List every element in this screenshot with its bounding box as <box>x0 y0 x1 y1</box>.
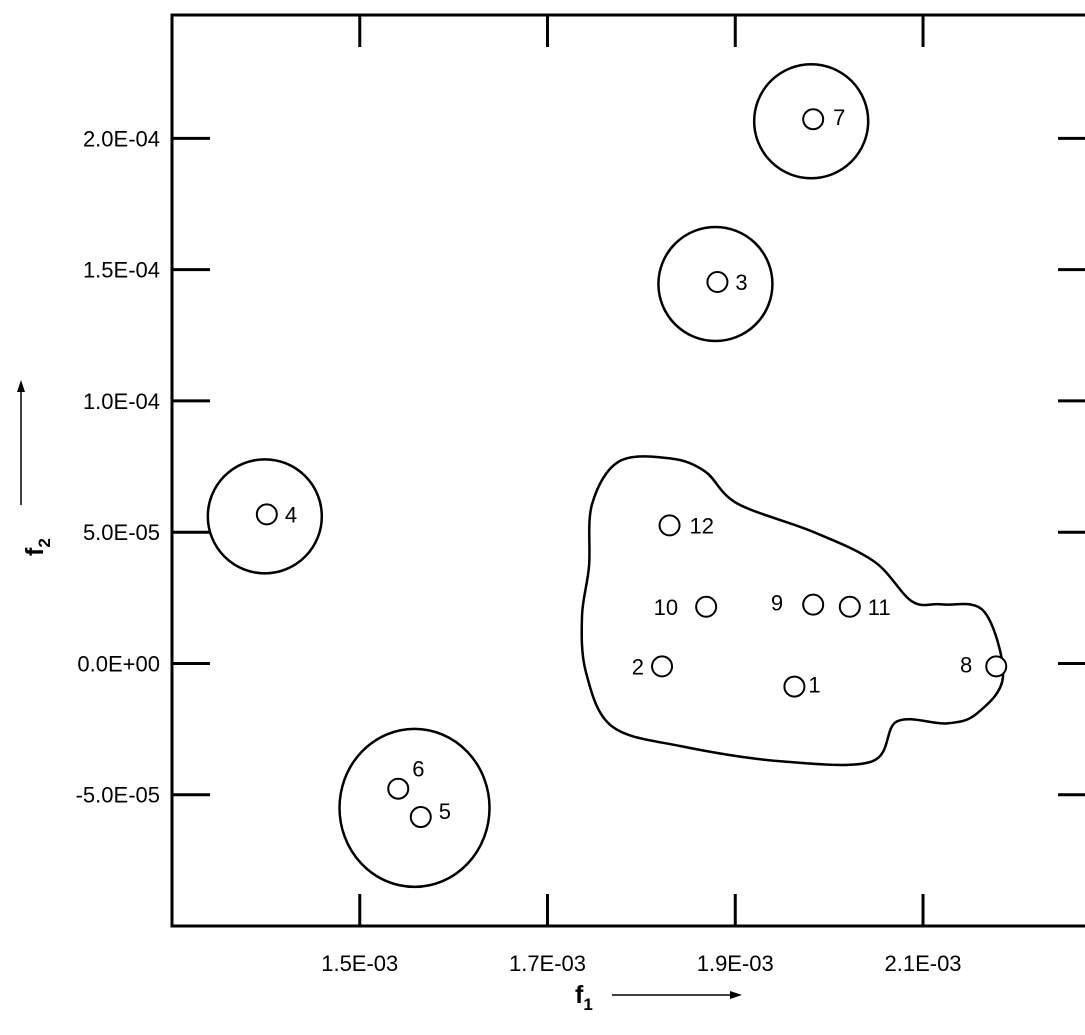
x-tick-label: 2.1E-03 <box>884 951 961 976</box>
x-axis-title-letter: f <box>575 981 584 1009</box>
axis-ticks: 1.5E-03 1.7E-03 1.9E-03 2.1E-03 -5.0E-05 0.0E… <box>76 15 1085 976</box>
data-point-label: 4 <box>285 502 297 527</box>
y-tick-label: 1.5E-04 <box>83 258 160 283</box>
data-point-label: 11 <box>868 595 891 620</box>
cluster-boundaries <box>206 62 1005 889</box>
data-point-2 <box>651 655 674 678</box>
data-point-4 <box>255 503 278 526</box>
x-axis-title: f1 <box>575 981 593 1014</box>
cluster-boundary <box>206 458 324 575</box>
data-point-11 <box>838 595 861 618</box>
data-point-10 <box>695 595 718 618</box>
data-point-label: 2 <box>632 654 644 679</box>
data-point-8 <box>985 655 1008 678</box>
x-tick-label: 1.9E-03 <box>697 951 774 976</box>
y-axis-title-subscript: 2 <box>35 538 54 547</box>
cluster-boundary <box>752 62 870 180</box>
y-axis-arrow <box>17 380 25 505</box>
x-tick-label: 1.7E-03 <box>509 951 586 976</box>
data-point-label: 3 <box>735 270 747 295</box>
data-point-label: 8 <box>960 652 972 677</box>
data-point-label: 12 <box>690 513 714 538</box>
y-axis-title-letter: f <box>21 547 49 556</box>
data-point-9 <box>802 593 825 616</box>
cluster-boundary <box>657 225 774 343</box>
plot-frame <box>170 13 1085 928</box>
data-point-12 <box>658 514 681 537</box>
data-point-label: 6 <box>412 757 424 782</box>
data-point-label: 10 <box>654 595 678 620</box>
x-tick-label: 1.5E-03 <box>321 951 398 976</box>
data-point-label: 9 <box>771 591 783 616</box>
cluster-boundary <box>580 455 1005 767</box>
y-tick-label: 2.0E-04 <box>83 126 160 151</box>
data-point-label: 7 <box>833 105 845 130</box>
x-axis-title-subscript: 1 <box>583 995 592 1014</box>
data-point-5 <box>409 806 432 829</box>
data-point-label: 5 <box>439 799 451 824</box>
data-point-1 <box>783 675 806 698</box>
y-tick-label: 0.0E+00 <box>77 651 160 676</box>
data-point-label: 1 <box>808 673 820 698</box>
plot-area-border <box>170 13 1085 928</box>
y-tick-label: -5.0E-05 <box>76 783 160 808</box>
cluster-boundary <box>338 727 491 889</box>
y-tick-label: 5.0E-05 <box>83 520 160 545</box>
y-axis-title: f2 <box>21 538 54 556</box>
y-tick-label: 1.0E-04 <box>83 389 160 414</box>
x-axis-arrow <box>612 991 742 999</box>
data-point-7 <box>802 108 825 131</box>
data-point-6 <box>387 777 410 800</box>
data-point-3 <box>706 270 729 293</box>
